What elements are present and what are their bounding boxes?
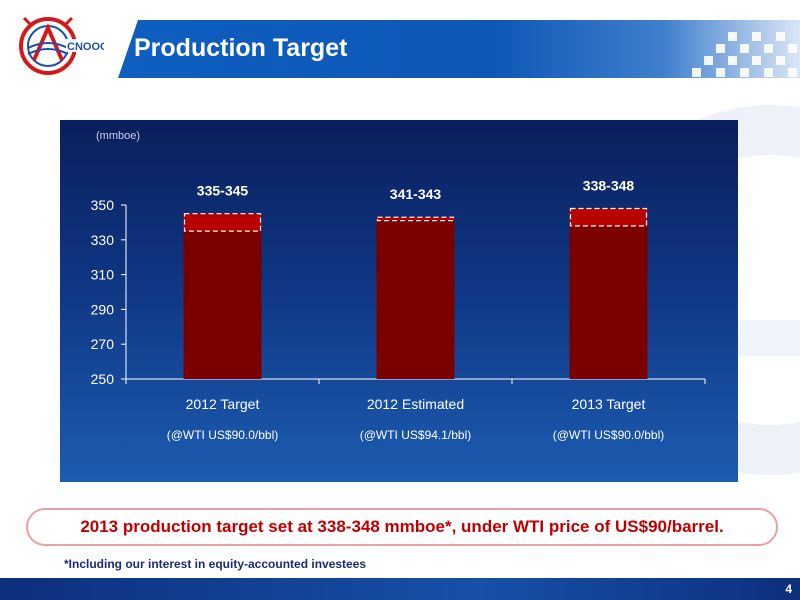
y-tick-label: 290 bbox=[91, 301, 115, 317]
cnooc-logo-icon: CNOOC bbox=[19, 16, 104, 75]
chart-panel: 250 270 290 310 330 350 335-345 2012 Target (@WT… bbox=[60, 120, 738, 482]
data-label: 341-343 bbox=[390, 186, 442, 202]
x-tick-label: 2012 Estimated bbox=[367, 396, 464, 412]
y-tick-label: 250 bbox=[91, 371, 115, 387]
bar-range bbox=[569, 208, 648, 226]
bar-range-outline bbox=[569, 207, 648, 227]
bar-range bbox=[183, 213, 262, 232]
footnote: *Including our interest in equity-accoun… bbox=[64, 557, 367, 571]
y-tick-label: 330 bbox=[91, 232, 115, 248]
x-tick-label: 2013 Target bbox=[572, 396, 646, 412]
bar bbox=[569, 225, 648, 379]
y-tick-label: 350 bbox=[91, 197, 115, 213]
y-tick-label: 270 bbox=[91, 336, 115, 352]
page-number: 4 bbox=[785, 582, 792, 596]
y-tick-label: 310 bbox=[91, 267, 115, 283]
data-label: 335-345 bbox=[197, 183, 249, 199]
production-chart: 250 270 290 310 330 350 335-345 2012 Target (@WT… bbox=[91, 177, 706, 442]
x-sub-label: (@WTI US$90.0/bbl) bbox=[553, 428, 665, 442]
title-bar bbox=[118, 20, 800, 78]
y-unit-label: (mmboe) bbox=[96, 130, 141, 142]
bar bbox=[183, 231, 262, 379]
bar bbox=[376, 220, 455, 379]
x-sub-label: (@WTI US$94.1/bbl) bbox=[360, 428, 472, 442]
page-title: Production Target bbox=[134, 34, 348, 62]
callout-box: 2013 production target set at 338-348 mm… bbox=[26, 508, 778, 546]
data-label: 338-348 bbox=[583, 177, 635, 193]
logo-text: CNOOC bbox=[67, 41, 104, 53]
x-sub-label: (@WTI US$90.0/bbl) bbox=[167, 428, 279, 442]
bar-range bbox=[376, 217, 455, 221]
callout-text: 2013 production target set at 338-348 mm… bbox=[80, 517, 724, 536]
bar-range-outline bbox=[183, 213, 262, 232]
bottom-bar bbox=[0, 578, 800, 600]
x-tick-label: 2012 Target bbox=[186, 396, 260, 412]
checker-decoration bbox=[692, 32, 797, 77]
